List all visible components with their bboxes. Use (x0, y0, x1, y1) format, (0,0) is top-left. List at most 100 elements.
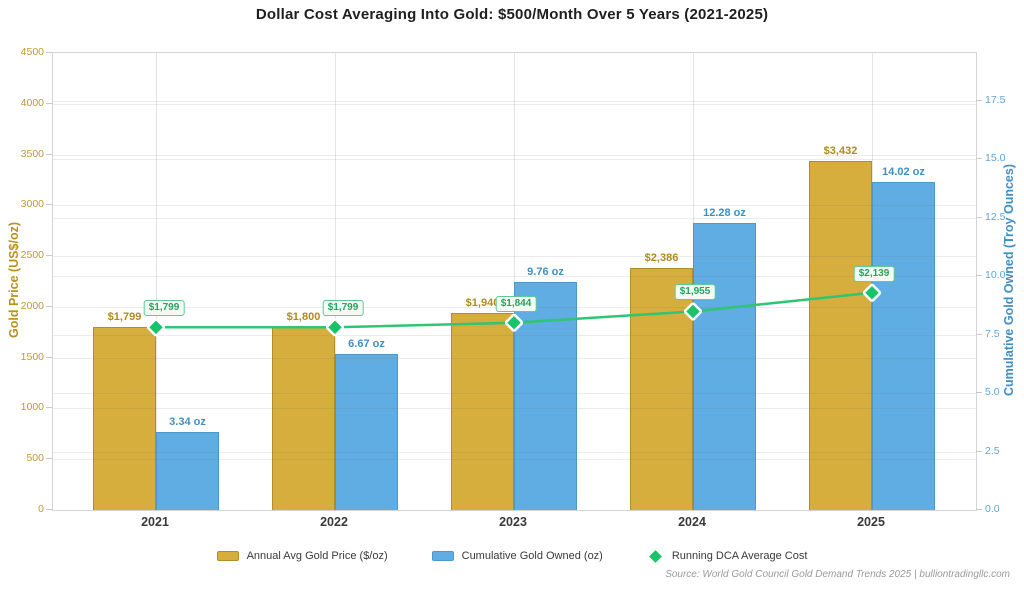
right-axis-tick-12.5: 12.5 (985, 210, 1006, 223)
right-gridline-10 (53, 276, 976, 278)
vertical-gridline-2021 (155, 53, 157, 510)
left-axis-tick-0: 0 (38, 503, 44, 515)
right-tick-mark (976, 392, 982, 394)
left-axis-tick-4500: 4500 (20, 46, 44, 58)
left-gridline-2500 (53, 256, 976, 258)
left-gridline-4000 (53, 103, 976, 105)
dca-diamond-marker-2025 (862, 283, 882, 302)
dca-average-label-2024: $1,955 (674, 284, 716, 301)
dca-average-label-2021: $1,799 (143, 300, 185, 317)
cumulative-oz-label-2025: 14.02 oz (882, 166, 925, 179)
left-tick-mark (46, 407, 52, 409)
dca-average-label-2023: $1,844 (495, 295, 537, 312)
legend-item-cumulative-oz: Cumulative Gold Owned (oz) (431, 550, 603, 562)
left-tick-mark (46, 356, 52, 358)
right-gridline-2.5 (53, 451, 976, 453)
left-axis-tick-1000: 1000 (20, 401, 44, 414)
right-axis-tick-0: 0.0 (985, 503, 1000, 515)
right-axis-tick-17.5: 17.5 (985, 93, 1006, 106)
right-tick-mark (976, 216, 982, 218)
gold-price-label-2023: $1,940 (465, 296, 500, 309)
gold-price-label-2021: $1,799 (107, 311, 142, 324)
dca-diamond-marker-2023 (504, 313, 524, 332)
gold-price-bar-2022 (272, 327, 335, 510)
dca-average-label-2022: $1,799 (322, 300, 364, 317)
chart-title: Dollar Cost Averaging Into Gold: $500/Mo… (255, 6, 769, 23)
dca-diamond-marker-2021 (146, 318, 166, 337)
left-tick-mark (46, 153, 52, 155)
green-diamond-icon (648, 549, 662, 563)
cumulative-oz-bar-2021 (156, 431, 219, 510)
legend-label-gold-price: Annual Avg Gold Price ($/oz) (246, 550, 388, 562)
dca-average-label-2025: $2,139 (853, 265, 895, 282)
legend-item-gold-price: Annual Avg Gold Price ($/oz) (216, 550, 388, 562)
right-gridline-15 (53, 159, 976, 161)
gold-price-label-2025: $3,432 (823, 145, 858, 158)
left-axis-tick-2500: 2500 (20, 249, 44, 262)
gold-price-label-2022: $1,800 (286, 311, 321, 324)
gold-price-bar-2024 (630, 267, 693, 510)
cumulative-oz-bar-2024 (693, 222, 756, 510)
right-gridline-5 (53, 393, 976, 395)
right-tick-mark (976, 509, 982, 510)
cumulative-oz-label-2022: 6.67 oz (348, 338, 385, 351)
right-gridline-12.5 (53, 217, 976, 219)
left-axis-tick-2000: 2000 (20, 299, 44, 312)
right-axis-tick-2.5: 2.5 (985, 444, 1000, 457)
left-tick-mark (46, 305, 52, 307)
legend: Annual Avg Gold Price ($/oz) Cumulative … (0, 549, 1024, 563)
left-axis-tick-1500: 1500 (20, 350, 44, 363)
right-axis-tick-15: 15.0 (985, 152, 1006, 165)
right-tick-mark (976, 158, 982, 160)
right-axis-tick-10: 10.0 (985, 269, 1006, 282)
x-axis-label-2022: 2022 (320, 515, 348, 529)
gold-price-label-2024: $2,386 (644, 251, 679, 264)
gold-bar-swatch-icon (216, 551, 239, 561)
left-tick-mark (46, 509, 52, 510)
legend-label-dca-average: Running DCA Average Cost (671, 550, 808, 562)
x-axis-label-2025: 2025 (857, 515, 885, 529)
left-tick-mark (46, 52, 52, 53)
left-tick-mark (46, 102, 52, 104)
left-gridline-1500 (53, 357, 976, 359)
left-gridline-500 (53, 459, 976, 461)
dca-diamond-marker-2024 (683, 302, 703, 321)
x-axis-label-2023: 2023 (499, 515, 527, 529)
right-tick-mark (976, 275, 982, 277)
left-gridline-1000 (53, 408, 976, 410)
left-tick-mark (46, 204, 52, 206)
dca-average-line (146, 283, 882, 337)
right-tick-mark (976, 333, 982, 335)
left-axis-tick-4000: 4000 (20, 96, 44, 109)
left-axis-title: Gold Price (US$/oz) (7, 222, 21, 338)
blue-bar-swatch-icon (431, 551, 454, 561)
legend-label-cumulative-oz: Cumulative Gold Owned (oz) (461, 550, 603, 562)
dca-diamond-marker-2022 (325, 318, 345, 337)
right-tick-mark (976, 450, 982, 452)
left-gridline-3000 (53, 205, 976, 207)
cumulative-oz-label-2021: 3.34 oz (169, 415, 206, 428)
right-axis-tick-7.5: 7.5 (985, 327, 1000, 340)
right-axis-tick-5: 5.0 (985, 386, 1000, 399)
source-attribution: Source: World Gold Council Gold Demand T… (665, 569, 1010, 580)
right-gridline-7.5 (53, 334, 976, 336)
right-gridline-17.5 (53, 100, 976, 102)
left-axis-tick-500: 500 (26, 452, 44, 465)
left-tick-mark (46, 458, 52, 460)
plot-area: $1,799 3.34 oz $1,799 $1,800 6.67 oz $1,799 $1… (52, 52, 977, 511)
left-tick-mark (46, 255, 52, 257)
gold-price-bar-2023 (451, 312, 514, 510)
legend-item-dca-average: Running DCA Average Cost (647, 549, 808, 563)
vertical-gridline-2023 (513, 53, 515, 510)
right-tick-mark (976, 99, 982, 101)
cumulative-oz-bar-2025 (872, 182, 935, 510)
cumulative-oz-label-2024: 12.28 oz (703, 206, 746, 219)
cumulative-oz-label-2023: 9.76 oz (527, 265, 564, 278)
x-axis-label-2024: 2024 (678, 515, 706, 529)
left-axis-tick-3500: 3500 (20, 147, 44, 160)
x-axis-label-2021: 2021 (141, 515, 169, 529)
left-gridline-3500 (53, 154, 976, 156)
left-axis-tick-3000: 3000 (20, 198, 44, 211)
gold-price-bar-2021 (93, 327, 156, 510)
